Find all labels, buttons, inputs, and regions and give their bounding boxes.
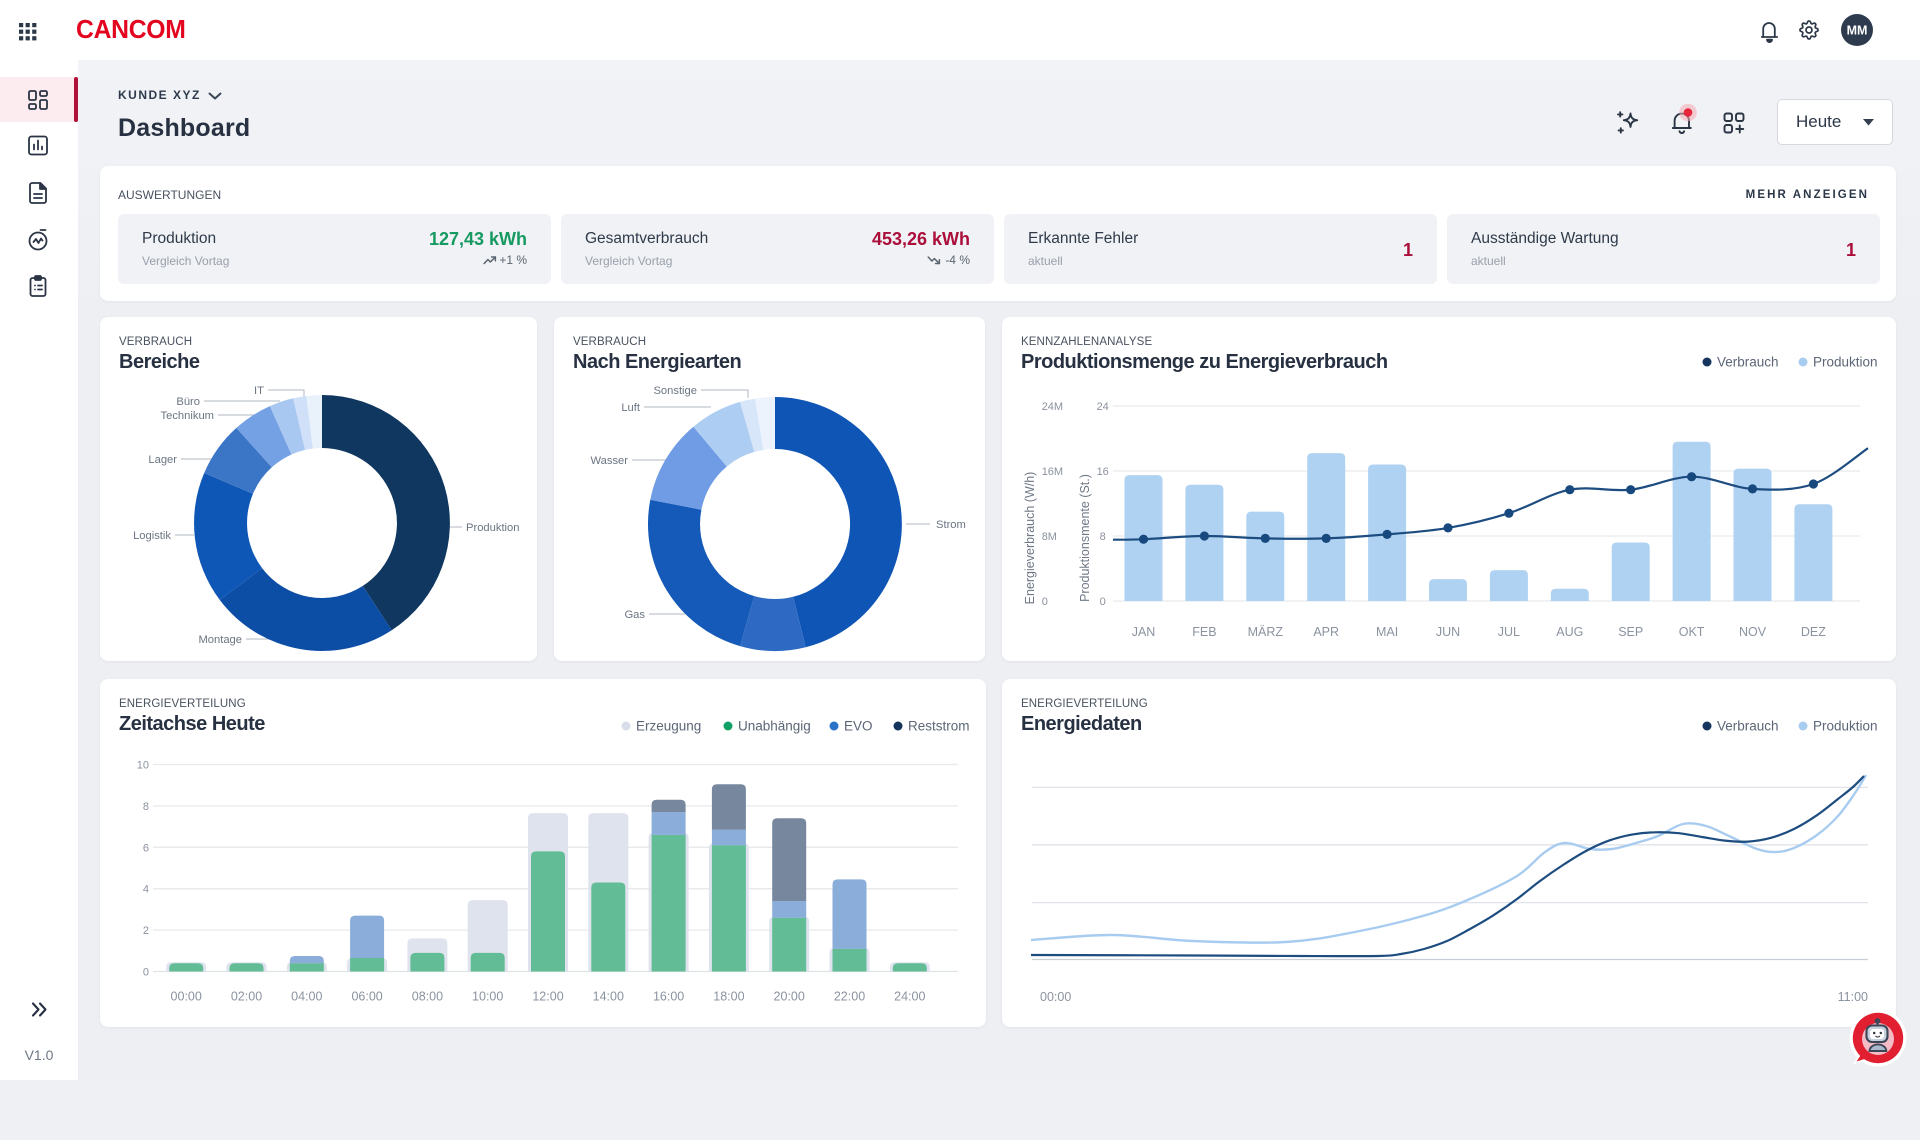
svg-text:Luft: Luft (621, 402, 641, 414)
svg-text:02:00: 02:00 (231, 990, 262, 1004)
svg-text:IT: IT (254, 385, 264, 397)
svg-text:Unabhängig: Unabhängig (738, 719, 811, 734)
svg-text:0: 0 (1042, 596, 1048, 608)
svg-text:18:00: 18:00 (713, 990, 744, 1004)
svg-text:16: 16 (1097, 466, 1109, 478)
svg-text:EVO: EVO (844, 719, 873, 734)
svg-text:16:00: 16:00 (653, 990, 684, 1004)
svg-text:10: 10 (137, 760, 149, 772)
svg-text:00:00: 00:00 (171, 990, 202, 1004)
svg-text:24: 24 (1097, 401, 1109, 413)
svg-text:MÄRZ: MÄRZ (1248, 625, 1284, 639)
svg-text:10:00: 10:00 (472, 990, 503, 1004)
svg-text:AUG: AUG (1556, 625, 1583, 639)
svg-text:MM: MM (1847, 24, 1868, 38)
svg-text:OKT: OKT (1679, 625, 1705, 639)
svg-text:Lager: Lager (148, 454, 177, 466)
svg-text:Produktionsmente (St.): Produktionsmente (St.) (1078, 474, 1092, 602)
svg-text:Sonstige: Sonstige (653, 385, 697, 397)
svg-text:SEP: SEP (1618, 625, 1643, 639)
svg-text:Wasser: Wasser (590, 455, 628, 467)
svg-text:Strom: Strom (936, 519, 966, 531)
svg-text:Logistik: Logistik (133, 530, 171, 542)
svg-text:00:00: 00:00 (1040, 990, 1071, 1004)
svg-text:MAI: MAI (1376, 625, 1398, 639)
svg-text:Produktion: Produktion (1813, 355, 1878, 370)
svg-text:0: 0 (143, 967, 149, 979)
svg-text:JUN: JUN (1436, 625, 1460, 639)
svg-text:22:00: 22:00 (834, 990, 865, 1004)
svg-text:DEZ: DEZ (1801, 625, 1826, 639)
svg-text:Montage: Montage (198, 634, 242, 646)
svg-text:8M: 8M (1042, 531, 1057, 543)
svg-text:Büro: Büro (176, 396, 200, 408)
svg-text:APR: APR (1313, 625, 1339, 639)
svg-text:Gas: Gas (624, 609, 645, 621)
svg-text:8: 8 (143, 801, 149, 813)
svg-text:Verbrauch: Verbrauch (1717, 719, 1779, 734)
svg-text:06:00: 06:00 (351, 990, 382, 1004)
svg-text:Energieverbrauch (W/h): Energieverbrauch (W/h) (1023, 472, 1037, 605)
svg-text:24M: 24M (1042, 401, 1063, 413)
svg-text:JAN: JAN (1132, 625, 1156, 639)
svg-text:12:00: 12:00 (532, 990, 563, 1004)
svg-text:14:00: 14:00 (593, 990, 624, 1004)
svg-text:0: 0 (1100, 596, 1106, 608)
svg-text:NOV: NOV (1739, 625, 1767, 639)
svg-text:Erzeugung: Erzeugung (636, 719, 701, 734)
svg-text:Verbrauch: Verbrauch (1717, 355, 1779, 370)
svg-text:Produktion: Produktion (1813, 719, 1878, 734)
svg-text:4: 4 (143, 884, 149, 896)
svg-text:2: 2 (143, 925, 149, 937)
svg-text:JUL: JUL (1498, 625, 1520, 639)
svg-text:16M: 16M (1042, 466, 1063, 478)
svg-text:08:00: 08:00 (412, 990, 443, 1004)
svg-text:Produktion: Produktion (466, 522, 520, 534)
svg-text:20:00: 20:00 (774, 990, 805, 1004)
svg-text:Technikum: Technikum (161, 410, 214, 422)
svg-text:Reststrom: Reststrom (908, 719, 970, 734)
svg-text:6: 6 (143, 842, 149, 854)
svg-text:24:00: 24:00 (894, 990, 925, 1004)
svg-text:04:00: 04:00 (291, 990, 322, 1004)
svg-text:8: 8 (1100, 531, 1106, 543)
svg-text:FEB: FEB (1192, 625, 1216, 639)
svg-text:11:00: 11:00 (1838, 990, 1868, 1004)
